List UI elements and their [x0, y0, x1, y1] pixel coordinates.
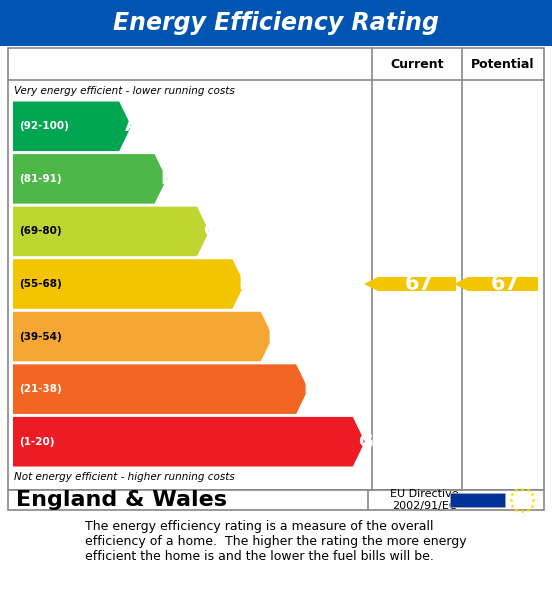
Bar [8, 48, 544, 490]
Text: (21-38): (21-38) [19, 384, 62, 394]
Text: (69-80): (69-80) [19, 226, 62, 237]
Text: E: E [268, 327, 280, 346]
Text: Very energy efficient - lower running costs: Very energy efficient - lower running co… [14, 86, 235, 96]
Text: EU Directive
2002/91/EC: EU Directive 2002/91/EC [390, 489, 458, 511]
Text: Not energy efficient - higher running costs: Not energy efficient - higher running co… [14, 472, 235, 482]
Text: 67: 67 [405, 274, 433, 294]
Bar [0, 0, 552, 46]
Text: (55-68): (55-68) [19, 279, 62, 289]
Polygon shape [13, 154, 167, 204]
Polygon shape [454, 277, 538, 291]
Text: G: G [358, 433, 373, 451]
Bar [450, 493, 505, 507]
Text: The energy efficiency rating is a measure of the overall
efficiency of a home.  : The energy efficiency rating is a measur… [85, 520, 467, 563]
Text: England & Wales: England & Wales [16, 490, 227, 510]
Text: B: B [161, 170, 174, 188]
Polygon shape [13, 259, 245, 309]
Polygon shape [13, 312, 273, 361]
Text: F: F [303, 380, 315, 398]
Text: A: A [125, 117, 139, 135]
Text: 67: 67 [491, 274, 519, 294]
Text: Potential: Potential [471, 58, 535, 70]
Polygon shape [13, 207, 209, 256]
Bar [8, 490, 544, 510]
Text: (39-54): (39-54) [19, 332, 62, 341]
Text: Energy Efficiency Rating: Energy Efficiency Rating [113, 11, 439, 35]
Text: (1-20): (1-20) [19, 436, 55, 447]
Polygon shape [364, 277, 456, 291]
Polygon shape [13, 102, 131, 151]
Polygon shape [13, 417, 365, 466]
Text: Current: Current [390, 58, 444, 70]
Polygon shape [13, 364, 308, 414]
Text: C: C [204, 223, 217, 240]
Text: (92-100): (92-100) [19, 121, 69, 131]
Text: (81-91): (81-91) [19, 174, 62, 184]
Text: D: D [238, 275, 253, 293]
